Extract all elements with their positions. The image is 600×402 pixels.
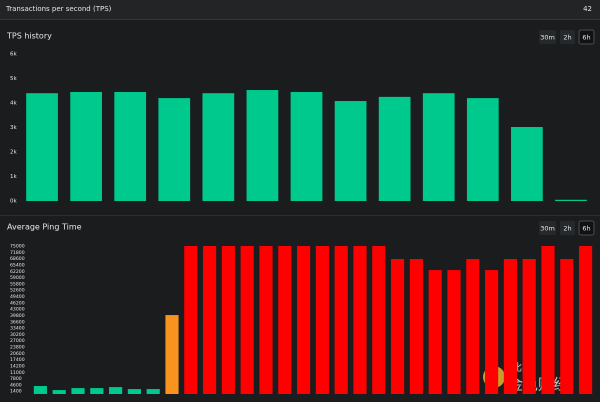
y-tick-label: 14200 bbox=[10, 363, 25, 369]
range-button-label[interactable]: 2h bbox=[563, 34, 571, 42]
bar bbox=[202, 93, 235, 201]
y-tick-label: 55800 bbox=[10, 281, 25, 287]
y-tick-label: 0k bbox=[10, 199, 17, 205]
y-tick-label: 7800 bbox=[10, 376, 22, 382]
y-tick-label: 5k bbox=[10, 76, 17, 82]
y-tick-label: 36600 bbox=[10, 319, 25, 325]
range-button-label[interactable]: 6h bbox=[582, 225, 590, 233]
bar bbox=[560, 259, 574, 394]
bar bbox=[114, 91, 147, 201]
bar bbox=[466, 259, 480, 394]
y-tick-label: 1k bbox=[10, 174, 17, 180]
chart-title: TPS history bbox=[6, 32, 52, 41]
bar bbox=[109, 387, 123, 394]
y-tick-label: 46200 bbox=[10, 300, 25, 306]
bar bbox=[428, 270, 442, 394]
chart-title: Average Ping Time bbox=[7, 223, 82, 232]
y-tick-label: 33400 bbox=[10, 326, 25, 332]
range-button-label[interactable]: 30m bbox=[540, 34, 555, 42]
bar bbox=[70, 91, 102, 201]
y-tick-label: 17400 bbox=[10, 357, 25, 363]
bar bbox=[409, 259, 423, 394]
bar bbox=[522, 259, 536, 394]
bar bbox=[221, 246, 235, 394]
range-button[interactable] bbox=[578, 220, 595, 236]
bar bbox=[555, 199, 587, 201]
y-tick-label: 43000 bbox=[10, 307, 25, 313]
y-tick-label: 71800 bbox=[10, 250, 25, 256]
range-button[interactable] bbox=[539, 221, 556, 235]
bar bbox=[334, 101, 367, 201]
bar bbox=[391, 259, 405, 394]
bar bbox=[485, 270, 499, 394]
y-tick-label: 30200 bbox=[10, 332, 25, 338]
y-tick-label: 23800 bbox=[10, 345, 25, 351]
y-tick-label: 52600 bbox=[10, 288, 25, 294]
bar bbox=[353, 246, 367, 394]
bar bbox=[203, 246, 217, 394]
y-tick-label: 20600 bbox=[10, 351, 25, 357]
range-button[interactable] bbox=[539, 30, 556, 44]
range-button-label[interactable]: 2h bbox=[563, 225, 571, 233]
bar bbox=[372, 246, 386, 394]
bar bbox=[422, 93, 455, 201]
range-button-label[interactable]: 30m bbox=[540, 225, 555, 233]
y-tick-label: 1400 bbox=[10, 389, 22, 395]
header-label: Transactions per second (TPS) bbox=[5, 5, 112, 13]
bar bbox=[71, 388, 85, 394]
bar bbox=[511, 127, 543, 201]
header-bar bbox=[0, 0, 600, 19]
bar bbox=[246, 90, 279, 201]
watermark-text: 金色财经 bbox=[508, 376, 568, 394]
bar bbox=[26, 93, 58, 201]
y-tick-label: 39800 bbox=[10, 313, 25, 319]
bar bbox=[184, 246, 198, 394]
bar bbox=[503, 259, 517, 394]
y-tick-label: 4k bbox=[10, 101, 17, 107]
y-tick-label: 59000 bbox=[10, 275, 25, 281]
y-tick-label: 11000 bbox=[10, 370, 25, 376]
y-tick-label: 68600 bbox=[10, 256, 25, 262]
bar bbox=[158, 98, 191, 201]
bar bbox=[541, 246, 555, 394]
bar bbox=[259, 246, 273, 394]
bar bbox=[127, 389, 141, 394]
bar bbox=[579, 246, 593, 394]
y-tick-label: 2k bbox=[10, 150, 17, 156]
bar bbox=[447, 270, 461, 394]
y-tick-label: 49400 bbox=[10, 294, 25, 300]
bar bbox=[334, 246, 348, 394]
y-tick-label: 65400 bbox=[10, 262, 25, 268]
y-tick-label: 75000 bbox=[10, 244, 25, 250]
range-button[interactable] bbox=[560, 221, 575, 235]
bar bbox=[466, 98, 499, 201]
bar bbox=[90, 388, 104, 394]
bar bbox=[240, 246, 254, 394]
bar bbox=[315, 246, 329, 394]
range-button[interactable] bbox=[578, 29, 595, 45]
range-button[interactable] bbox=[560, 30, 575, 44]
bar bbox=[297, 246, 311, 394]
y-tick-label: 6k bbox=[10, 52, 17, 58]
range-button-label[interactable]: 6h bbox=[582, 34, 590, 42]
bar bbox=[165, 315, 179, 394]
bar bbox=[33, 386, 47, 394]
y-tick-label: 3k bbox=[10, 125, 17, 131]
y-tick-label: 27000 bbox=[10, 338, 25, 344]
header-value: 42 bbox=[583, 5, 592, 13]
y-tick-label: 4600 bbox=[10, 382, 22, 388]
y-tick-label: 62200 bbox=[10, 269, 25, 275]
bar bbox=[378, 96, 411, 201]
bar bbox=[146, 389, 160, 394]
bar bbox=[52, 390, 66, 394]
bar bbox=[290, 91, 323, 201]
bar bbox=[278, 246, 292, 394]
